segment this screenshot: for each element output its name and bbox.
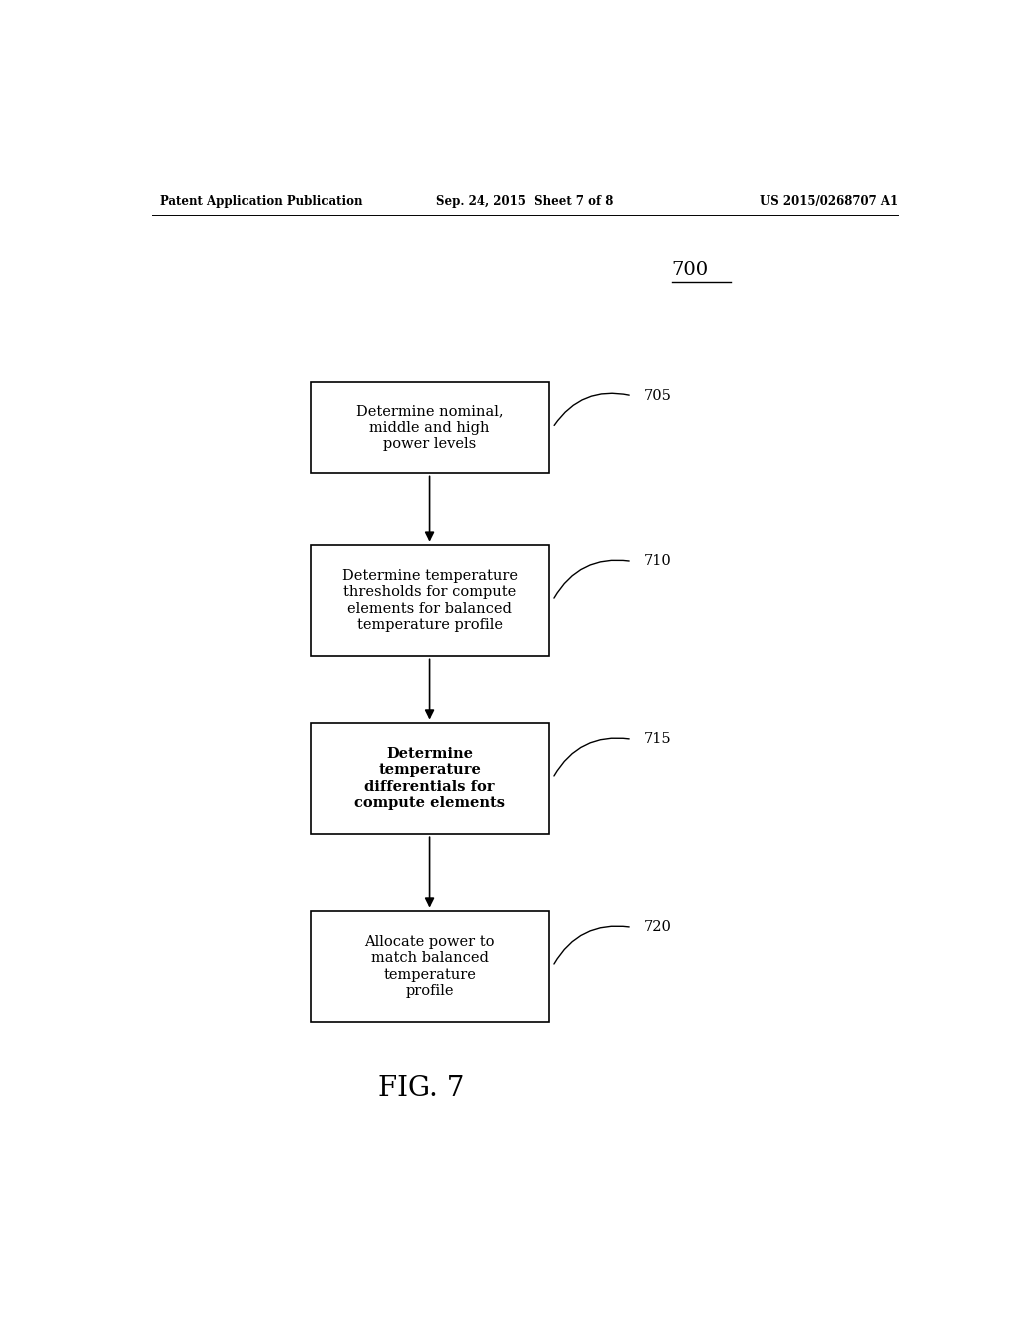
Text: Determine temperature
thresholds for compute
elements for balanced
temperature p: Determine temperature thresholds for com… <box>342 569 517 632</box>
Text: 700: 700 <box>672 261 709 280</box>
Text: US 2015/0268707 A1: US 2015/0268707 A1 <box>760 194 898 207</box>
Text: Determine nominal,
middle and high
power levels: Determine nominal, middle and high power… <box>355 404 504 451</box>
Text: Allocate power to
match balanced
temperature
profile: Allocate power to match balanced tempera… <box>365 935 495 998</box>
FancyBboxPatch shape <box>310 381 549 474</box>
Text: 705: 705 <box>644 388 672 403</box>
FancyBboxPatch shape <box>310 722 549 834</box>
Text: 715: 715 <box>644 733 672 746</box>
Text: Sep. 24, 2015  Sheet 7 of 8: Sep. 24, 2015 Sheet 7 of 8 <box>436 194 613 207</box>
FancyBboxPatch shape <box>310 545 549 656</box>
Text: FIG. 7: FIG. 7 <box>379 1074 465 1102</box>
Text: 710: 710 <box>644 554 672 569</box>
Text: Patent Application Publication: Patent Application Publication <box>160 194 362 207</box>
FancyBboxPatch shape <box>310 911 549 1022</box>
Text: 720: 720 <box>644 920 672 935</box>
Text: Determine
temperature
differentials for
compute elements: Determine temperature differentials for … <box>354 747 505 809</box>
